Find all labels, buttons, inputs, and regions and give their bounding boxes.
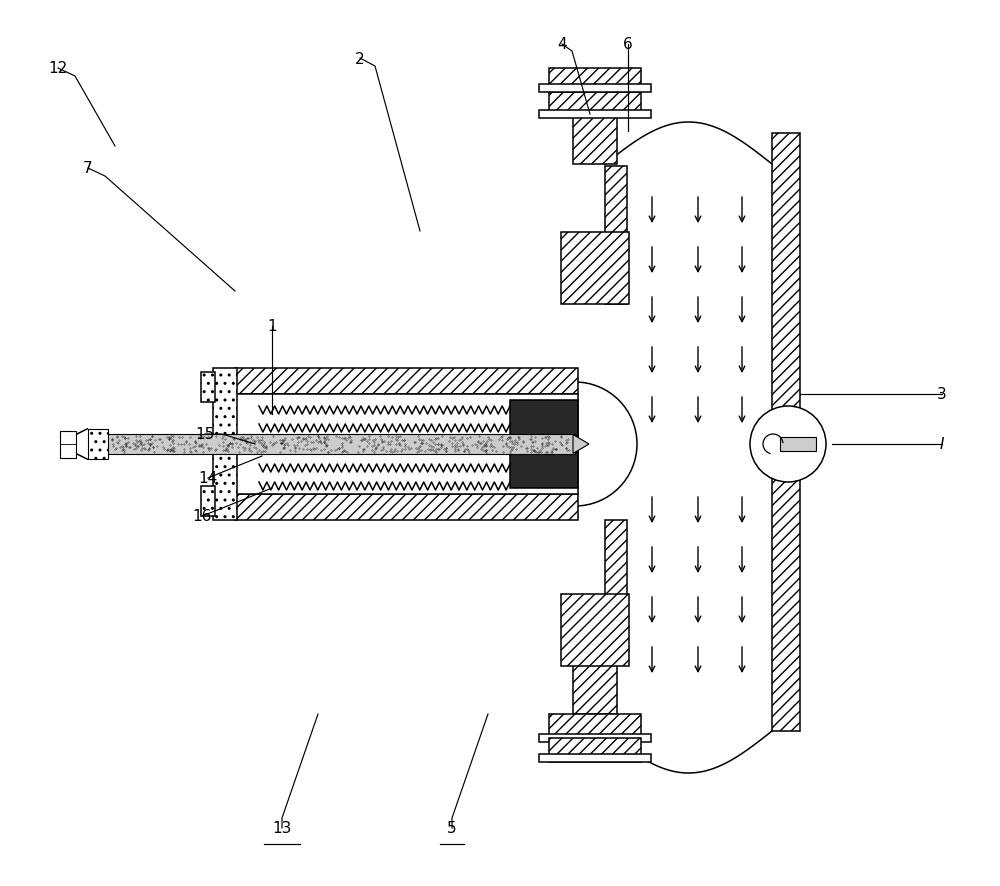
- Bar: [88, 429, 108, 460]
- Bar: [549, 69, 641, 93]
- Bar: [539, 85, 651, 93]
- Bar: [561, 233, 629, 305]
- Text: 16: 16: [192, 509, 212, 524]
- Bar: [213, 369, 237, 520]
- Polygon shape: [573, 435, 589, 454]
- Bar: [549, 738, 641, 762]
- Bar: [235, 494, 578, 520]
- Circle shape: [513, 383, 637, 507]
- Text: 5: 5: [447, 820, 457, 835]
- Text: 3: 3: [937, 387, 947, 402]
- Bar: [510, 400, 578, 437]
- Bar: [573, 642, 617, 714]
- Bar: [106, 435, 575, 454]
- Bar: [235, 369, 578, 394]
- Bar: [549, 714, 641, 738]
- Bar: [235, 394, 578, 494]
- Text: 7: 7: [83, 161, 93, 176]
- Text: 2: 2: [355, 51, 365, 66]
- Bar: [510, 437, 578, 453]
- Text: 1: 1: [267, 319, 277, 334]
- Bar: [201, 373, 215, 402]
- Bar: [539, 734, 651, 742]
- Bar: [60, 431, 76, 458]
- Text: 13: 13: [272, 820, 292, 835]
- Bar: [573, 93, 617, 165]
- Bar: [772, 134, 800, 731]
- Text: 14: 14: [198, 471, 218, 486]
- Bar: [780, 438, 816, 452]
- Text: 6: 6: [623, 37, 633, 52]
- Bar: [539, 754, 651, 762]
- Text: 4: 4: [557, 37, 567, 52]
- Bar: [510, 453, 578, 488]
- Bar: [561, 595, 629, 666]
- Text: I: I: [940, 437, 944, 452]
- Text: 12: 12: [48, 61, 68, 76]
- Bar: [605, 167, 627, 305]
- Text: 15: 15: [195, 427, 215, 442]
- Bar: [605, 520, 627, 658]
- Bar: [549, 91, 641, 115]
- Circle shape: [750, 407, 826, 483]
- Bar: [201, 486, 215, 517]
- Bar: [539, 111, 651, 119]
